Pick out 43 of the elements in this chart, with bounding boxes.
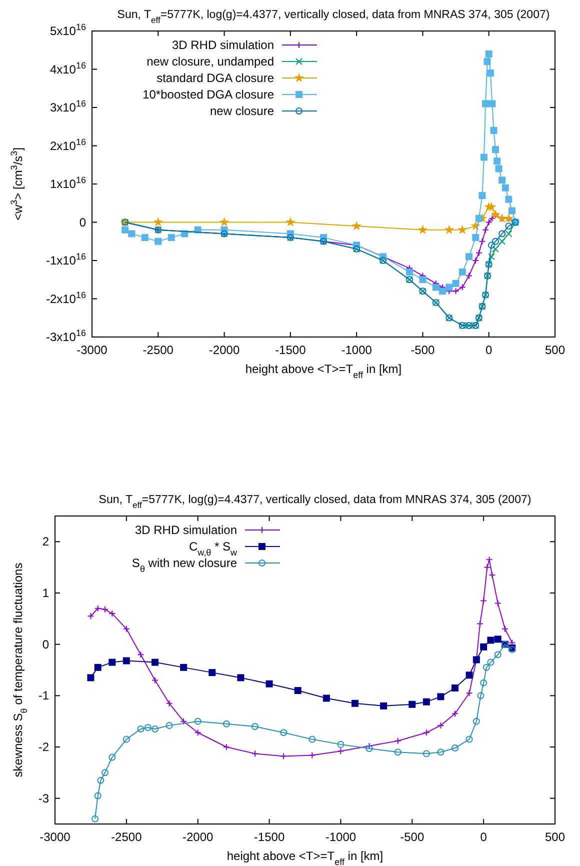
legend-label: 10*boosted DGA closure [142,88,274,102]
legend-label: standard DGA closure [156,71,274,85]
x-tick-label: -2000 [182,830,214,844]
y-tick-label: -1 [38,688,50,703]
x-axis-title: height above <T>=T$_{eff}$ in [km] [226,849,384,866]
y-tick-label: -2x10$^{16}$ [46,290,86,306]
legend-label: new closure [210,104,274,118]
x-tick-label: -1000 [325,830,356,844]
x-tick-label: -2500 [142,343,174,357]
legend-label: 3D RHD simulation [172,38,274,52]
x-tick-label: -3000 [40,830,71,844]
legend-label: new closure, undamped [146,54,274,68]
y-tick-label: 0 [42,637,50,652]
legend-label: C$_{w,θ}$ * S$_{w}$ [188,540,238,558]
y-tick-label: 2 [42,534,50,549]
x-tick-label: -2500 [111,830,142,844]
x-tick-label: 500 [544,830,566,844]
x-tick-label: 500 [544,343,566,357]
x-tick-label: -500 [410,343,436,357]
x-tick-label: -3000 [76,343,108,357]
y-tick-label: 0 [79,215,86,230]
y-tick-label: 1x10$^{16}$ [50,175,86,191]
y-tick-label: 2x10$^{16}$ [50,136,86,153]
y-tick-label: 1 [42,586,50,600]
y-tick-label: -2 [38,740,50,754]
x-tick-label: 0 [486,343,493,357]
y-tick-label: 5x10$^{16}$ [50,22,86,38]
x-tick-label: -500 [400,830,424,844]
y-tick-label: -3x10$^{16}$ [46,328,86,344]
chart-title: Sun, T$_{eff}$=5777K, log(g)=4.4377, vertically closed, data from MNRAS 374, 305 (2007) [98,494,532,510]
legend-label: S$_{θ}$ with new closure [132,556,238,574]
legend-label: 3D RHD simulation [134,523,237,537]
y-tick-label: -3 [38,791,50,806]
y-tick-label: 4x10$^{16}$ [50,60,86,76]
y-tick-label: 3x10$^{16}$ [50,98,86,114]
x-axis-title: height above <T>=T$_{eff}$ in [km] [245,362,402,380]
chart-title: Sun, T$_{eff}$=5777K, log(g)=4.4377, vertically closed, data from MNRAS 374, 305 (2007) [117,9,550,25]
x-tick-label: -1500 [254,830,285,844]
x-tick-label: 0 [480,830,488,844]
x-tick-label: -1500 [275,343,306,357]
x-tick-label: -1000 [341,343,372,357]
x-tick-label: -2000 [208,343,240,357]
y-tick-label: -1x10$^{16}$ [46,252,86,268]
